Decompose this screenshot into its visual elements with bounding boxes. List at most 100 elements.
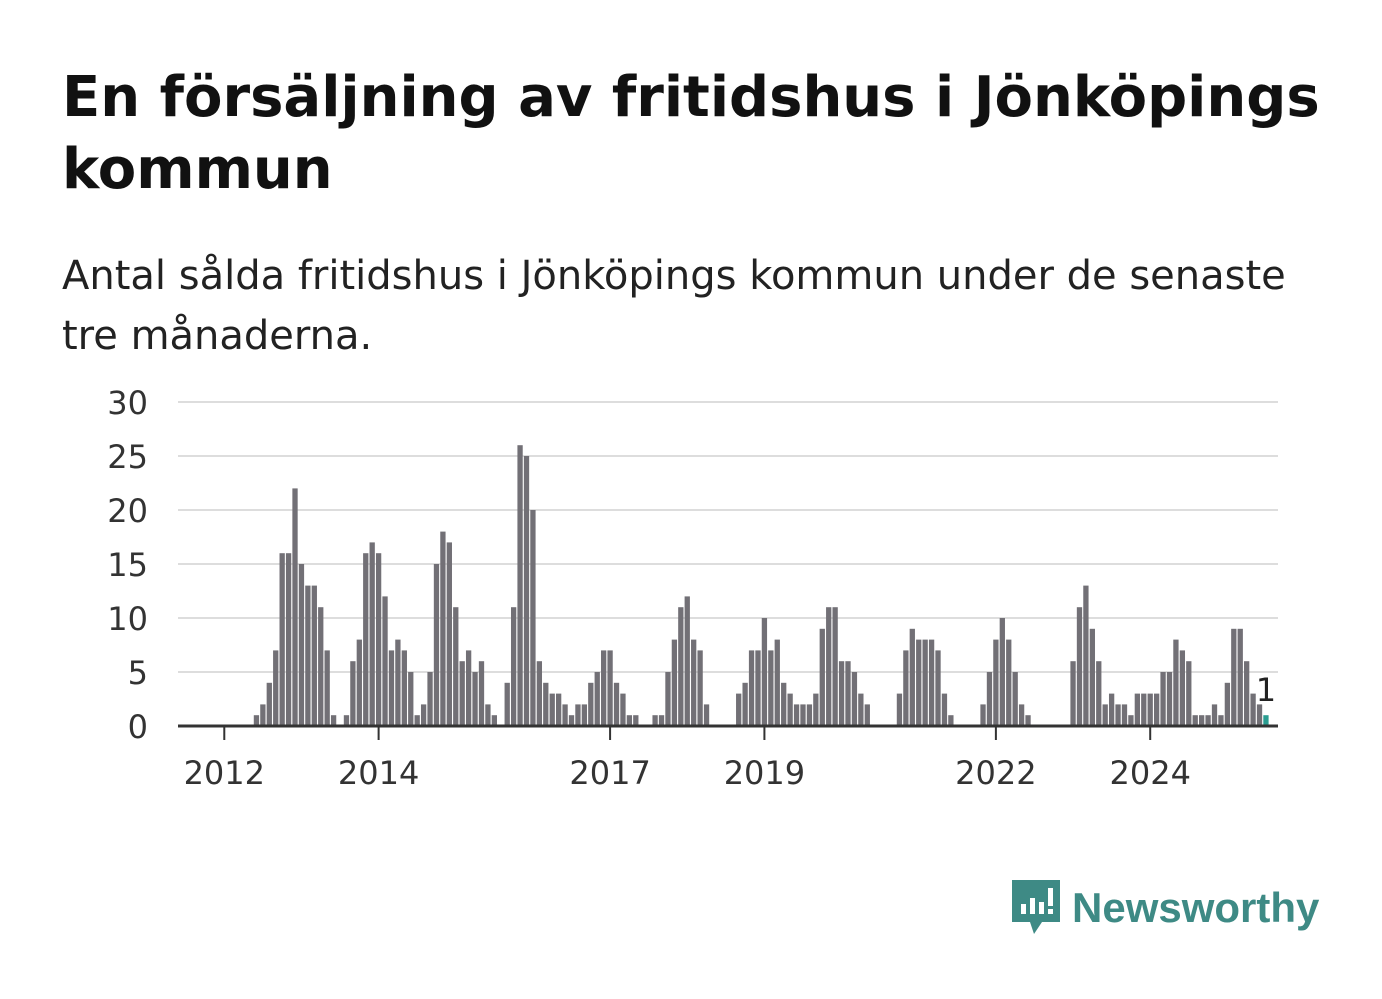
x-tick-label: 2012 [184,754,265,792]
bar [350,661,356,726]
bar [292,488,298,726]
bar [845,661,851,726]
bar [774,639,780,726]
bar [478,661,485,726]
bar [1012,672,1018,726]
bar [1173,639,1179,726]
bar [1115,704,1121,726]
bar [408,672,414,726]
bar [1231,628,1237,726]
bar [903,650,909,726]
bar [305,585,311,726]
bar [909,628,915,726]
bar [851,672,858,726]
bar [1211,704,1218,726]
bar [401,650,407,726]
bar [1025,715,1031,726]
bar [556,693,562,726]
bar [459,661,465,726]
bar [832,607,838,726]
bar [446,542,452,726]
bar [922,639,928,726]
bar [838,661,845,726]
bar [356,639,362,726]
bar [697,650,703,726]
bar [819,628,825,726]
brand-logo: Newsworthy [1010,878,1319,938]
bar [1179,650,1186,726]
bar [1018,704,1025,726]
bar [916,639,922,726]
bar [1244,661,1250,726]
bar [562,704,568,726]
bar [453,607,459,726]
bar [253,715,260,726]
bar [1128,715,1134,726]
bar [806,704,813,726]
bar [318,607,324,726]
bar [504,682,510,726]
bar [1121,704,1128,726]
bar [330,715,337,726]
bar [781,682,787,726]
bar [1199,715,1205,726]
bar [343,715,350,726]
bar [1006,639,1012,726]
bar [980,704,986,726]
bar [1166,672,1173,726]
bar [311,585,317,726]
x-tick-label: 2022 [955,754,1036,792]
bar [742,682,748,726]
bar [928,639,935,726]
bar [440,531,446,726]
y-tick-label: 10 [107,600,148,638]
bar [324,650,330,726]
x-tick-label: 2024 [1109,754,1190,792]
bar [684,596,690,726]
bar [543,682,549,726]
newsworthy-logo-icon [1012,880,1060,934]
bar [1160,672,1166,726]
bar [369,542,375,726]
bar [1076,607,1083,726]
bar [986,672,993,726]
bar [260,704,266,726]
bar [1083,585,1089,726]
bar [427,672,433,726]
bar [658,715,665,726]
bar [594,672,600,726]
bar [736,693,742,726]
bar [279,553,285,726]
bar [420,704,427,726]
bar [613,682,620,726]
bar [748,650,755,726]
bar [864,704,870,726]
bar [626,715,633,726]
bar [941,693,948,726]
latest-value-label: 1 [1256,671,1276,709]
bar [826,607,832,726]
bar [948,715,954,726]
bar [530,510,536,726]
brand-name: Newsworthy [1072,884,1320,931]
bar [485,704,491,726]
bar [491,715,497,726]
bar [1224,682,1231,726]
bar [1070,661,1076,726]
bar [1218,715,1224,726]
bar [1089,628,1095,726]
bar [813,693,819,726]
bar [536,661,543,726]
bar [581,704,588,726]
y-tick-label: 15 [107,546,148,584]
bar [652,715,658,726]
bar [665,672,671,726]
bar [935,650,941,726]
bar [1256,704,1263,726]
bar [1141,693,1147,726]
bar [1237,628,1243,726]
bar [691,639,697,726]
bar [1186,661,1192,726]
y-tick-label: 20 [107,492,148,530]
x-tick-label: 2014 [338,754,419,792]
